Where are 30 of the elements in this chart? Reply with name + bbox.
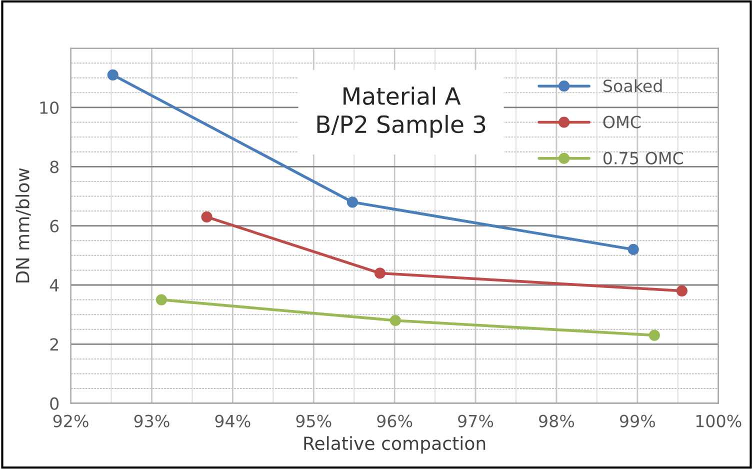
legend-label: Soaked (603, 79, 662, 92)
x-tick-label: 93% (134, 414, 170, 428)
point (374, 268, 386, 279)
legend-label: OMC (603, 116, 641, 128)
x-tick-label: 100% (696, 414, 742, 428)
point (201, 211, 212, 223)
point (156, 294, 167, 306)
point (390, 314, 401, 326)
y-tick-label: 6 (50, 220, 59, 232)
y-tick-label: 10 (40, 101, 59, 114)
x-tick-label: 94% (215, 414, 250, 428)
text: Material A B/P2 Sample 3 (317, 86, 486, 138)
point (628, 244, 639, 256)
legend-label: 0.75 OMC (603, 152, 684, 164)
x-tick-label: 96% (377, 414, 412, 428)
x-tick-label: 98% (538, 414, 574, 428)
x-tick-label: 92% (53, 414, 88, 428)
y-tick-label: 8 (50, 160, 59, 174)
point (346, 196, 358, 208)
point (648, 330, 660, 341)
point (107, 69, 118, 80)
y-axis-title: DN mm/blow (15, 168, 31, 282)
y-tick-label: 4 (50, 279, 59, 292)
x-tick-label: 99% (620, 414, 656, 428)
x-tick-label: 97% (458, 414, 494, 428)
y-tick-label: 2 (50, 338, 58, 350)
y-tick-label: 0 (50, 397, 59, 410)
point (676, 285, 688, 296)
x-axis-title: Relative compaction (304, 436, 486, 454)
x-tick-label: 95% (296, 414, 332, 428)
